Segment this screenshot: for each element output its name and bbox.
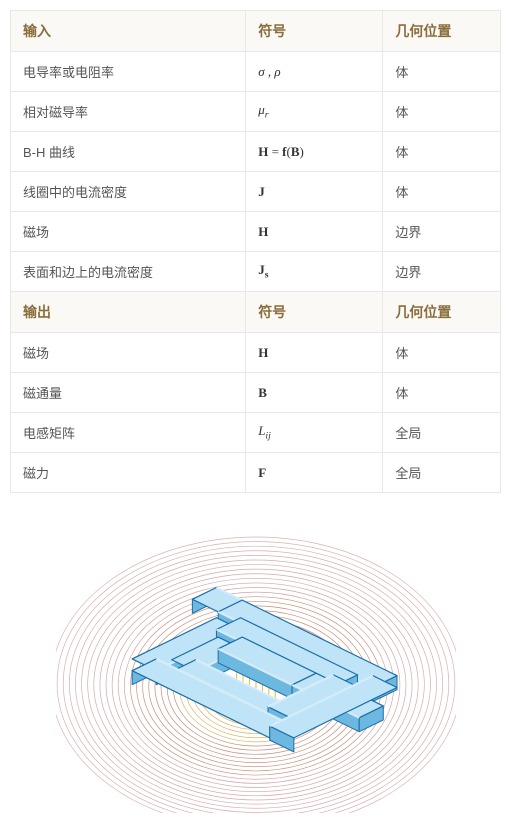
symbol-cell: H [246, 333, 383, 373]
name-cell: 表面和边上的电流密度 [11, 252, 246, 292]
header-cell: 几何位置 [383, 292, 501, 333]
location-cell: 边界 [383, 212, 501, 252]
location-cell: 体 [383, 172, 501, 212]
symbol-cell: Lij [246, 413, 383, 453]
table-row: 磁场H体 [11, 333, 501, 373]
location-cell: 体 [383, 132, 501, 172]
location-cell: 边界 [383, 252, 501, 292]
table-body: 输入符号几何位置电导率或电阻率σ , ρ体相对磁导率μr体B-H 曲线H = f… [11, 11, 501, 493]
table-row: 电导率或电阻率σ , ρ体 [11, 52, 501, 92]
location-cell: 全局 [383, 453, 501, 493]
location-cell: 体 [383, 52, 501, 92]
name-cell: 磁场 [11, 212, 246, 252]
location-cell: 体 [383, 333, 501, 373]
name-cell: 磁力 [11, 453, 246, 493]
name-cell: B-H 曲线 [11, 132, 246, 172]
table-row: 磁通量B体 [11, 373, 501, 413]
header-cell: 输入 [11, 11, 246, 52]
location-cell: 全局 [383, 413, 501, 453]
table-row: 相对磁导率μr体 [11, 92, 501, 132]
symbol-cell: J [246, 172, 383, 212]
table-row: 线圈中的电流密度J体 [11, 172, 501, 212]
name-cell: 磁场 [11, 333, 246, 373]
name-cell: 线圈中的电流密度 [11, 172, 246, 212]
header-cell: 符号 [246, 11, 383, 52]
location-cell: 体 [383, 92, 501, 132]
io-table: 输入符号几何位置电导率或电阻率σ , ρ体相对磁导率μr体B-H 曲线H = f… [10, 10, 501, 493]
symbol-cell: H = f(B) [246, 132, 383, 172]
symbol-cell: σ , ρ [246, 52, 383, 92]
header-cell: 输出 [11, 292, 246, 333]
symbol-cell: μr [246, 92, 383, 132]
header-cell: 几何位置 [383, 11, 501, 52]
figure-wrap [10, 533, 501, 813]
name-cell: 电导率或电阻率 [11, 52, 246, 92]
name-cell: 相对磁导率 [11, 92, 246, 132]
symbol-cell: H [246, 212, 383, 252]
header-cell: 符号 [246, 292, 383, 333]
location-cell: 体 [383, 373, 501, 413]
symbol-cell: Js [246, 252, 383, 292]
table-row: 表面和边上的电流密度Js边界 [11, 252, 501, 292]
table-row: 磁力F全局 [11, 453, 501, 493]
name-cell: 电感矩阵 [11, 413, 246, 453]
table-row: 磁场H边界 [11, 212, 501, 252]
inductor-figure [56, 533, 456, 813]
table-header-row: 输出符号几何位置 [11, 292, 501, 333]
table-row: B-H 曲线H = f(B)体 [11, 132, 501, 172]
symbol-cell: B [246, 373, 383, 413]
symbol-cell: F [246, 453, 383, 493]
table-row: 电感矩阵Lij全局 [11, 413, 501, 453]
name-cell: 磁通量 [11, 373, 246, 413]
table-header-row: 输入符号几何位置 [11, 11, 501, 52]
